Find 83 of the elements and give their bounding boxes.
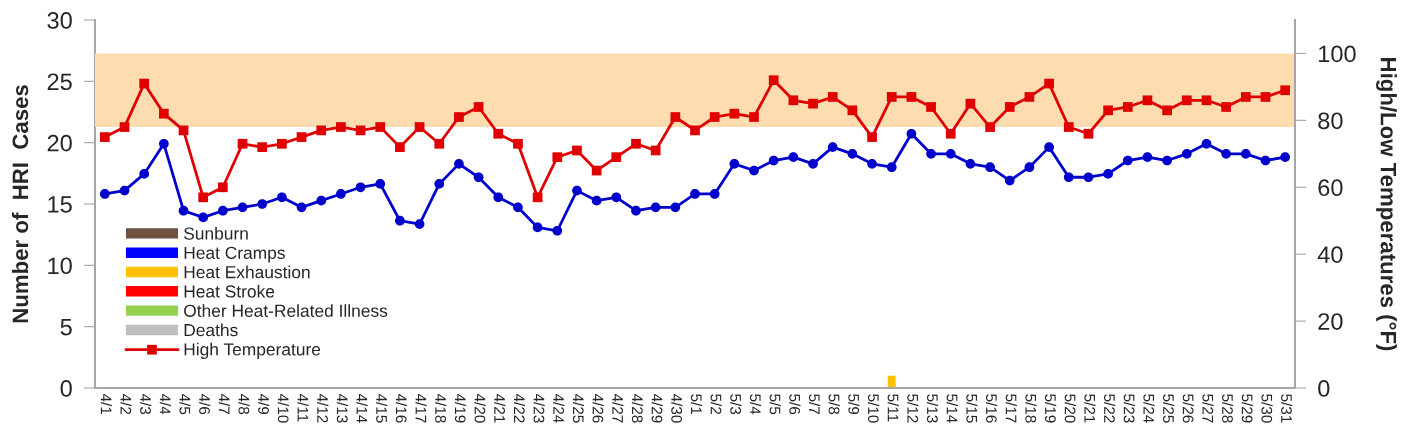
x-tick-label: 5/7 xyxy=(808,394,821,415)
x-tick-label: 4/1 xyxy=(100,393,112,415)
x-tick-label: 5/16 xyxy=(985,394,998,423)
x-tick-label: 4/22 xyxy=(513,393,526,423)
y2-tick-label: 60 xyxy=(1318,179,1343,197)
y-tick-label: 20 xyxy=(47,134,72,152)
x-tick-label: 4/25 xyxy=(572,393,585,423)
x-tick-label: 4/16 xyxy=(395,393,408,423)
x-tick-label: 4/11 xyxy=(297,393,309,422)
x-tick-label: 4/3 xyxy=(140,393,152,415)
y2-tick-label: 20 xyxy=(1318,313,1343,330)
x-tick-label: 4/14 xyxy=(356,393,368,423)
y-tick-label: 30 xyxy=(47,12,72,29)
y-axis-title: Number of HRI Cases xyxy=(11,85,29,323)
x-tick-label: 5/28 xyxy=(1222,394,1234,423)
y-tick-label: 25 xyxy=(47,73,72,91)
y2-tick-label: 80 xyxy=(1318,112,1343,130)
legend-label: Heat Stroke xyxy=(184,284,275,298)
x-tick-label: 5/1 xyxy=(690,394,703,415)
legend-label: High Temperature xyxy=(184,342,321,359)
x-tick-label: 5/2 xyxy=(710,394,722,415)
x-tick-label: 4/23 xyxy=(533,393,545,423)
x-tick-label: 5/4 xyxy=(749,394,762,415)
x-tick-label: 4/27 xyxy=(612,393,624,423)
x-tick-label: 5/18 xyxy=(1025,394,1037,423)
x-tick-label: 4/5 xyxy=(179,393,191,415)
x-tick-label: 5/31 xyxy=(1281,394,1293,423)
x-tick-label: 4/21 xyxy=(494,393,506,423)
x-tick-label: 5/12 xyxy=(907,394,919,423)
x-tick-label: 4/4 xyxy=(159,393,171,415)
x-tick-label: 4/28 xyxy=(631,393,644,423)
legend-label: Deaths xyxy=(184,323,238,337)
x-tick-label: 5/20 xyxy=(1064,394,1076,423)
x-tick-label: 5/15 xyxy=(966,394,978,423)
x-tick-label: 4/13 xyxy=(336,393,349,423)
x-tick-label: 5/11 xyxy=(887,394,899,422)
x-tick-label: 5/23 xyxy=(1123,394,1135,423)
y-tick-label: 5 xyxy=(60,318,72,336)
x-tick-label: 4/12 xyxy=(317,393,329,423)
y-tick-label: 15 xyxy=(48,196,72,213)
x-tick-label: 4/24 xyxy=(553,393,565,423)
x-tick-label: 5/22 xyxy=(1104,394,1116,423)
x-tick-label: 5/27 xyxy=(1202,394,1214,423)
y2-tick-label: 40 xyxy=(1317,246,1343,263)
x-tick-label: 5/14 xyxy=(946,394,958,423)
x-tick-label: 5/6 xyxy=(789,394,801,415)
x-tick-label: 5/5 xyxy=(769,394,781,415)
legend-label: Heat Cramps xyxy=(184,246,285,263)
y-tick-label: 10 xyxy=(48,257,72,275)
x-tick-label: 5/8 xyxy=(828,394,840,415)
x-tick-label: 5/19 xyxy=(1045,394,1057,423)
x-tick-label: 4/8 xyxy=(238,393,250,415)
x-tick-label: 4/15 xyxy=(376,393,388,423)
y-tick-label: 0 xyxy=(60,380,72,397)
x-tick-label: 4/2 xyxy=(120,393,132,415)
x-tick-label: 5/24 xyxy=(1143,394,1155,423)
x-tick-label: 5/30 xyxy=(1261,394,1273,423)
x-tick-label: 5/17 xyxy=(1005,394,1017,423)
legend-label: Other Heat-Related Illness xyxy=(184,304,388,317)
x-tick-label: 5/21 xyxy=(1084,394,1096,423)
x-tick-label: 4/26 xyxy=(592,393,604,423)
x-tick-label: 5/29 xyxy=(1241,394,1253,423)
y2-tick-label: 0 xyxy=(1318,380,1330,397)
x-tick-label: 4/7 xyxy=(218,393,230,415)
x-tick-label: 4/18 xyxy=(435,393,447,423)
x-tick-label: 4/20 xyxy=(474,393,486,423)
x-tick-label: 4/9 xyxy=(258,393,270,415)
x-tick-label: 5/26 xyxy=(1182,394,1194,423)
x-tick-label: 4/19 xyxy=(454,393,467,423)
x-tick-label: 5/25 xyxy=(1163,394,1175,423)
x-tick-label: 4/30 xyxy=(671,393,683,423)
legend-label: Heat Exhaustion xyxy=(184,265,310,279)
x-tick-label: 4/10 xyxy=(277,393,290,423)
x-tick-label: 5/3 xyxy=(730,394,742,415)
y2-tick-label: 100 xyxy=(1319,45,1356,63)
legend-label: Sunburn xyxy=(184,226,248,240)
x-tick-label: 5/9 xyxy=(848,394,860,415)
x-tick-label: 5/10 xyxy=(867,394,880,423)
x-tick-label: 4/6 xyxy=(199,393,211,415)
x-tick-label: 4/17 xyxy=(415,393,427,423)
x-tick-label: 4/29 xyxy=(651,393,663,423)
x-tick-label: 5/13 xyxy=(926,394,939,423)
y2-axis-title: High/Low Temperatures (°F) xyxy=(1376,58,1397,351)
